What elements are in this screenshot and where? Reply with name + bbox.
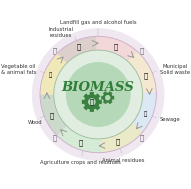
Circle shape: [33, 29, 164, 160]
Text: Vegetable oil
& animal fats: Vegetable oil & animal fats: [1, 64, 36, 75]
Text: 🌽: 🌽: [79, 139, 83, 146]
Text: 🍃: 🍃: [53, 135, 57, 141]
Text: 🌿: 🌿: [90, 99, 94, 105]
Text: 🌱: 🌱: [50, 113, 54, 119]
Text: 🍃: 🍃: [139, 48, 144, 54]
Wedge shape: [100, 123, 143, 153]
Wedge shape: [57, 36, 97, 63]
Polygon shape: [101, 91, 114, 104]
Text: Agriculture crops and residues: Agriculture crops and residues: [40, 160, 121, 165]
Text: 🔥: 🔥: [114, 43, 118, 50]
Circle shape: [54, 50, 143, 139]
Circle shape: [106, 96, 110, 100]
Text: Municipal
Solid waste: Municipal Solid waste: [160, 64, 190, 75]
Text: Animal residues: Animal residues: [103, 158, 145, 163]
Polygon shape: [82, 92, 102, 112]
Wedge shape: [57, 126, 101, 153]
Text: Wood: Wood: [28, 120, 42, 125]
Text: 🚽: 🚽: [144, 111, 147, 116]
Text: 🐄: 🐄: [115, 139, 120, 145]
Text: 🏭: 🏭: [77, 44, 81, 50]
Circle shape: [66, 63, 130, 126]
Text: 🍃: 🍃: [139, 135, 144, 141]
Circle shape: [89, 99, 95, 105]
Text: Sewage: Sewage: [160, 117, 181, 122]
Wedge shape: [128, 51, 156, 93]
Text: 🗑️: 🗑️: [144, 72, 148, 79]
Wedge shape: [40, 94, 67, 136]
Text: Landfill gas and alcohol fuels: Landfill gas and alcohol fuels: [60, 20, 137, 25]
Text: 🍃: 🍃: [53, 48, 57, 54]
Wedge shape: [132, 92, 156, 132]
Text: 🍶: 🍶: [49, 73, 52, 78]
Text: BIOMASS: BIOMASS: [62, 81, 135, 94]
Wedge shape: [96, 36, 137, 61]
Text: Industrial
residues: Industrial residues: [48, 27, 73, 38]
Wedge shape: [40, 53, 67, 94]
